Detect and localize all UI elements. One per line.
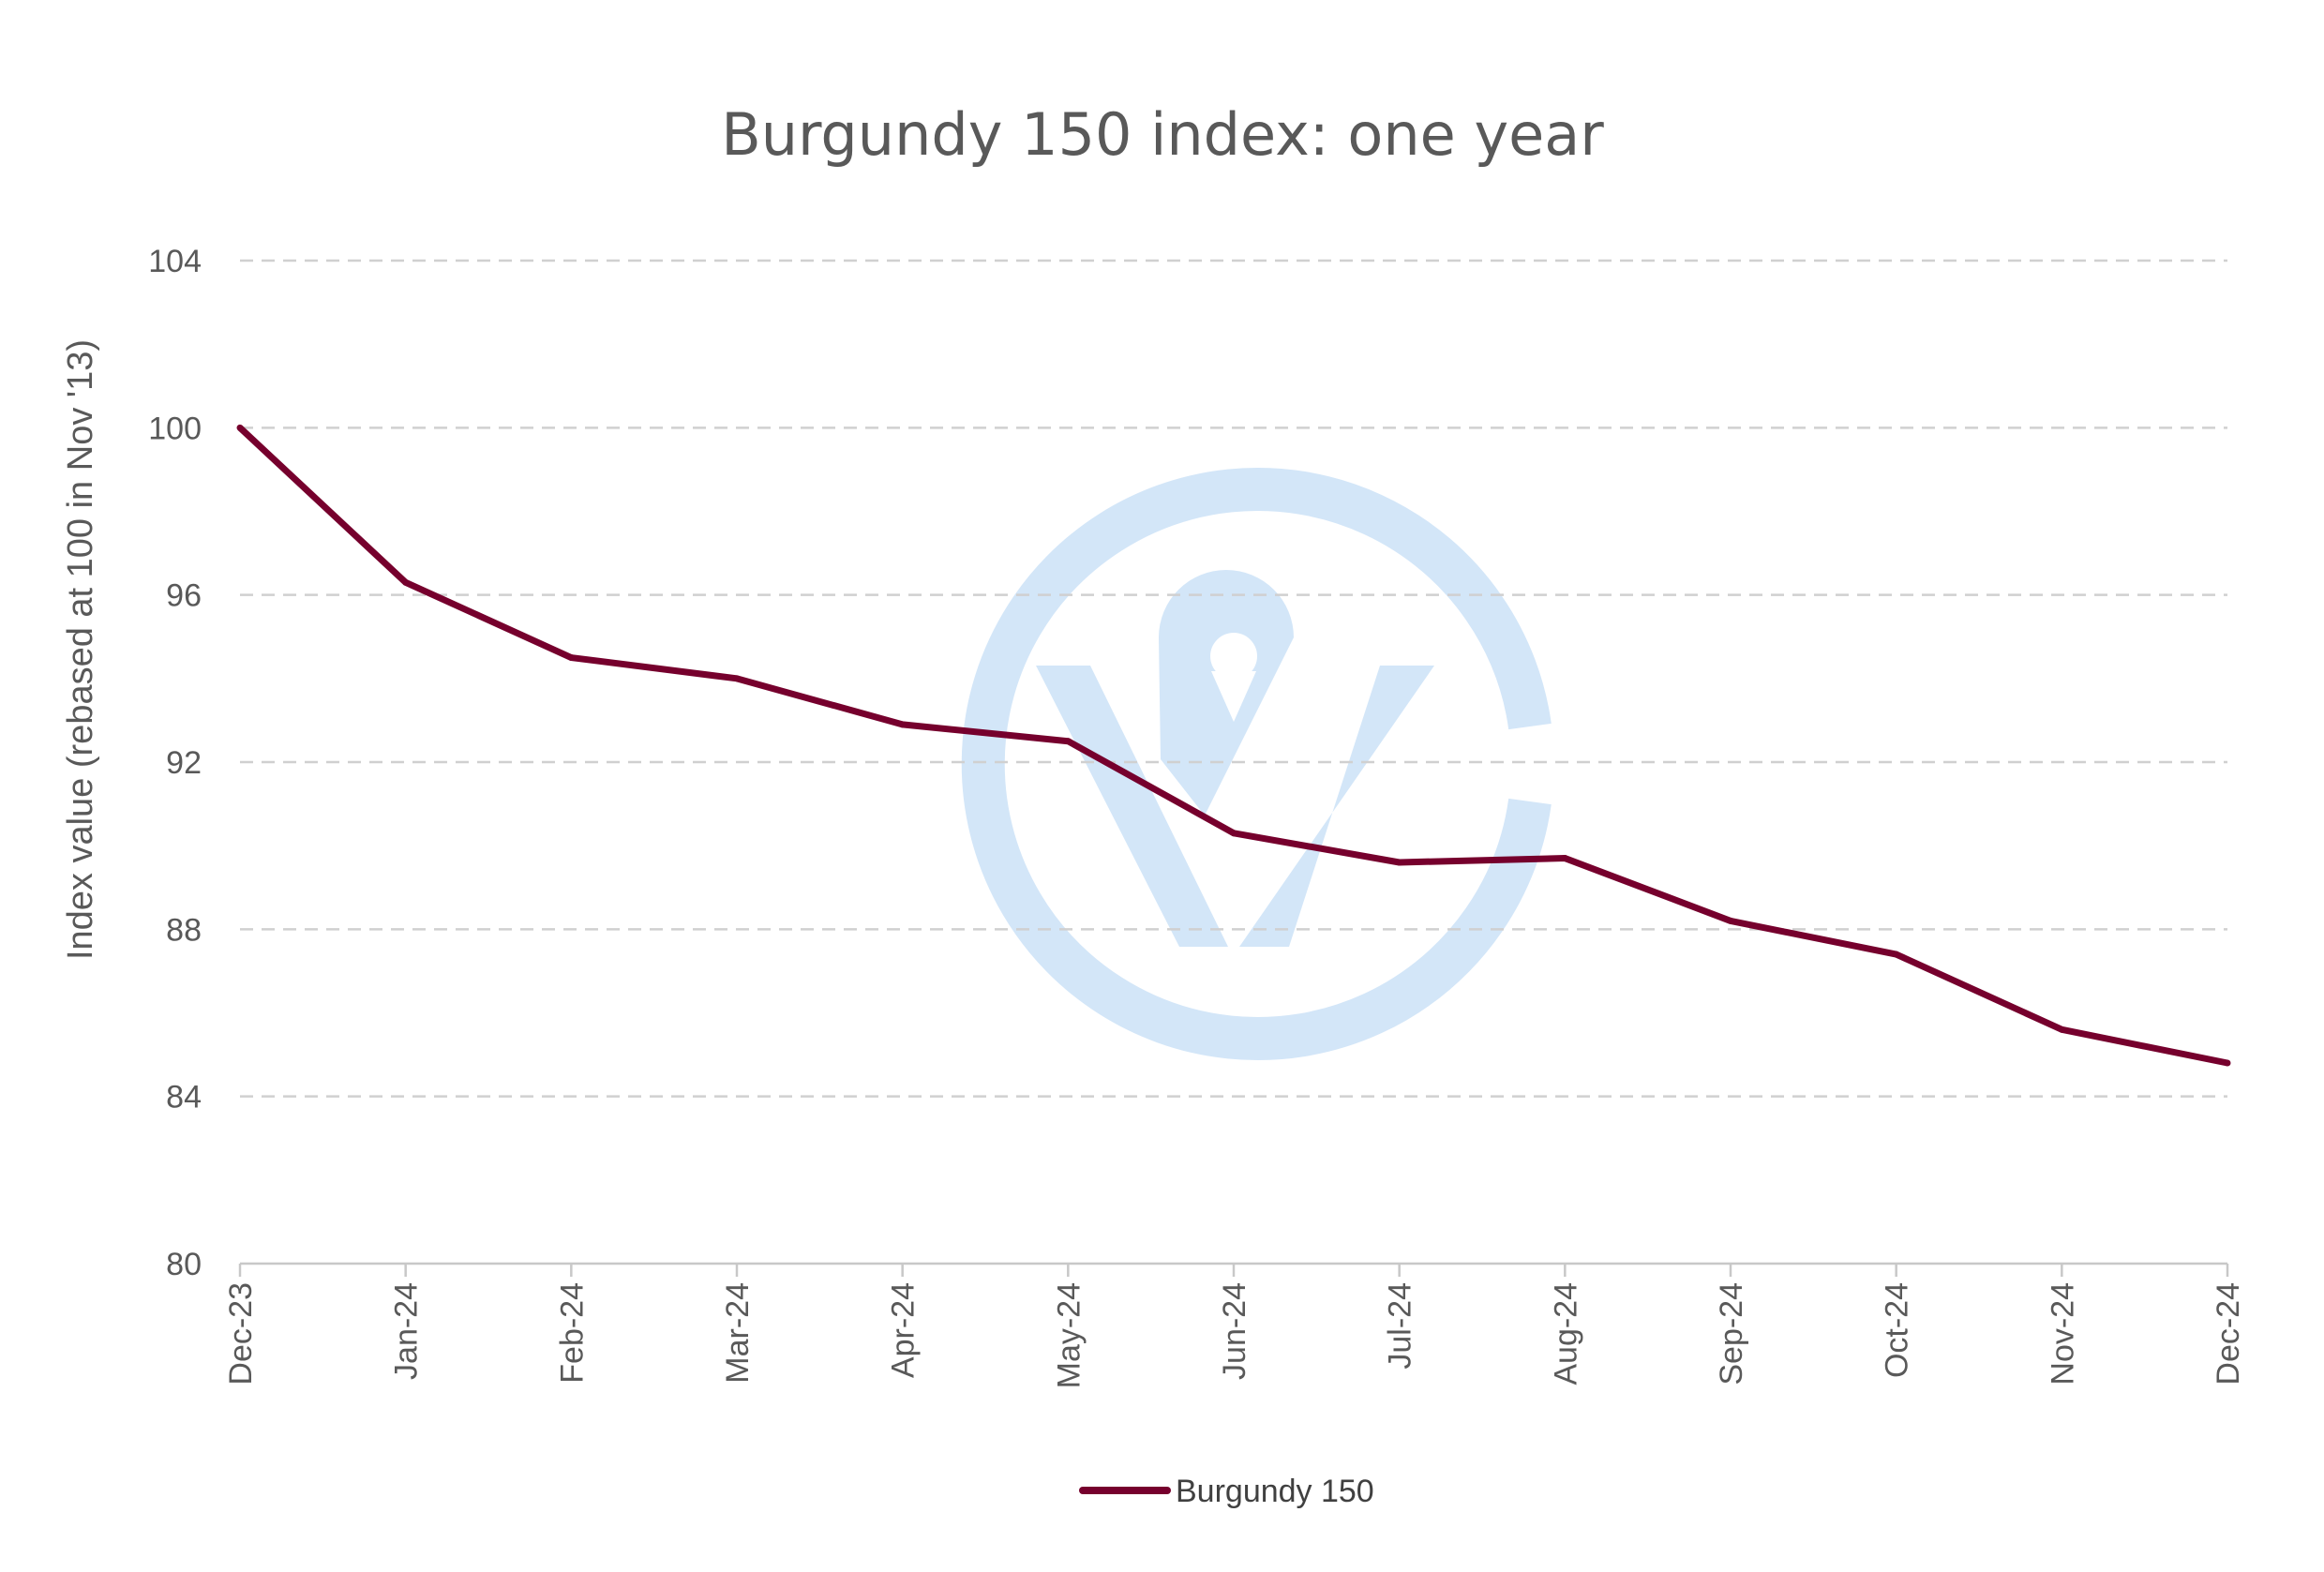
- data-point: [899, 721, 907, 728]
- data-point: [236, 424, 244, 431]
- x-tick-label: Jun-24: [1217, 1282, 1252, 1380]
- data-point: [567, 654, 575, 662]
- data-point: [402, 578, 410, 586]
- data-point: [1396, 859, 1403, 866]
- x-tick-label: Apr-24: [886, 1282, 922, 1378]
- data-point: [1230, 830, 1237, 837]
- wine-logo-icon: [961, 468, 1552, 1060]
- y-axis-label: Index value (rebased at 100 in Nov '13): [61, 339, 100, 960]
- chart-title: Burgundy 150 index: one year: [721, 100, 1604, 169]
- x-tick-label: Mar-24: [720, 1282, 756, 1384]
- x-tick-label: Aug-24: [1548, 1282, 1583, 1385]
- x-tick-label: Feb-24: [554, 1282, 590, 1384]
- data-point: [733, 675, 741, 682]
- y-tick-label: 88: [166, 912, 202, 948]
- data-point: [1727, 917, 1734, 924]
- x-axis: Dec-23 Jan-24 Feb-24 Mar-24 Apr-24 May-24 Jun-…: [223, 1262, 2246, 1388]
- x-tick-label: Dec-23: [223, 1282, 259, 1385]
- y-axis-ticks: 80 84 88 92 96 100 104: [148, 244, 202, 1282]
- x-tick-label: Dec-24: [2211, 1282, 2246, 1385]
- data-point: [1893, 951, 1900, 958]
- x-tick-label: Oct-24: [1880, 1282, 1915, 1378]
- data-point: [2058, 1026, 2065, 1033]
- x-tick-label: Sep-24: [1714, 1282, 1749, 1385]
- legend-label-burgundy-150: Burgundy 150: [1176, 1474, 1374, 1509]
- y-tick-label: 100: [148, 411, 202, 446]
- legend: Burgundy 150: [1079, 1474, 1374, 1509]
- y-tick-label: 84: [166, 1080, 202, 1115]
- x-tick-label: Nov-24: [2045, 1282, 2080, 1385]
- y-tick-label: 92: [166, 745, 202, 781]
- data-point: [1561, 855, 1568, 862]
- x-tick-label: Jul-24: [1383, 1282, 1418, 1370]
- y-tick-label: 80: [166, 1247, 202, 1282]
- x-tick-label: May-24: [1051, 1282, 1087, 1388]
- y-tick-label: 96: [166, 578, 202, 614]
- x-tick-label: Jan-24: [389, 1282, 425, 1380]
- series-layer: [236, 424, 2231, 1067]
- data-point: [2224, 1059, 2231, 1067]
- gridlines: [240, 259, 2227, 1098]
- y-tick-label: 104: [148, 244, 202, 279]
- data-point: [1064, 738, 1072, 745]
